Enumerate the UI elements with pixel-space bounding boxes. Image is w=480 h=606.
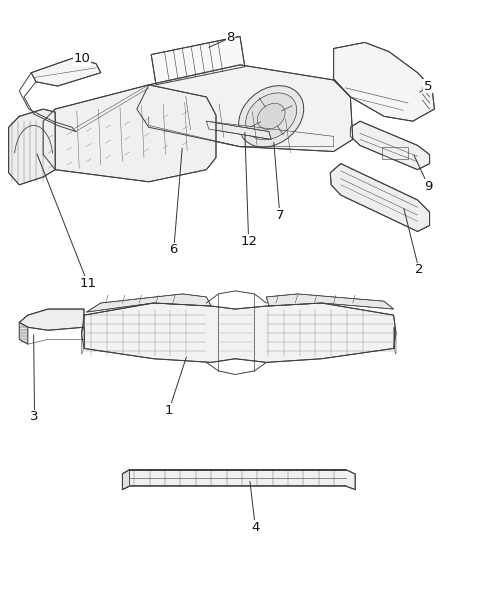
Text: 5: 5 (424, 79, 432, 93)
Text: 11: 11 (79, 277, 96, 290)
Text: 12: 12 (240, 235, 257, 248)
Polygon shape (31, 58, 101, 86)
Polygon shape (82, 327, 84, 355)
Polygon shape (9, 109, 55, 185)
Polygon shape (334, 42, 434, 121)
Polygon shape (122, 470, 130, 490)
Polygon shape (122, 470, 355, 490)
Text: 4: 4 (251, 521, 260, 534)
Ellipse shape (246, 93, 297, 140)
Polygon shape (43, 85, 216, 182)
Polygon shape (206, 121, 271, 139)
FancyBboxPatch shape (382, 147, 408, 159)
Polygon shape (330, 164, 430, 231)
Polygon shape (151, 36, 245, 85)
Text: 8: 8 (226, 31, 235, 44)
Text: 3: 3 (30, 410, 39, 424)
Ellipse shape (257, 104, 285, 129)
Text: 2: 2 (415, 263, 423, 276)
Text: 10: 10 (73, 52, 90, 65)
Text: 9: 9 (424, 180, 433, 193)
Polygon shape (19, 309, 84, 330)
Text: 6: 6 (169, 243, 178, 256)
Polygon shape (19, 322, 28, 344)
Polygon shape (137, 65, 353, 152)
Polygon shape (266, 294, 394, 309)
Polygon shape (394, 327, 396, 355)
Ellipse shape (239, 85, 304, 147)
Polygon shape (350, 121, 430, 170)
Text: 7: 7 (276, 208, 284, 222)
Polygon shape (82, 303, 396, 362)
Polygon shape (86, 294, 211, 312)
Text: 1: 1 (165, 404, 173, 417)
